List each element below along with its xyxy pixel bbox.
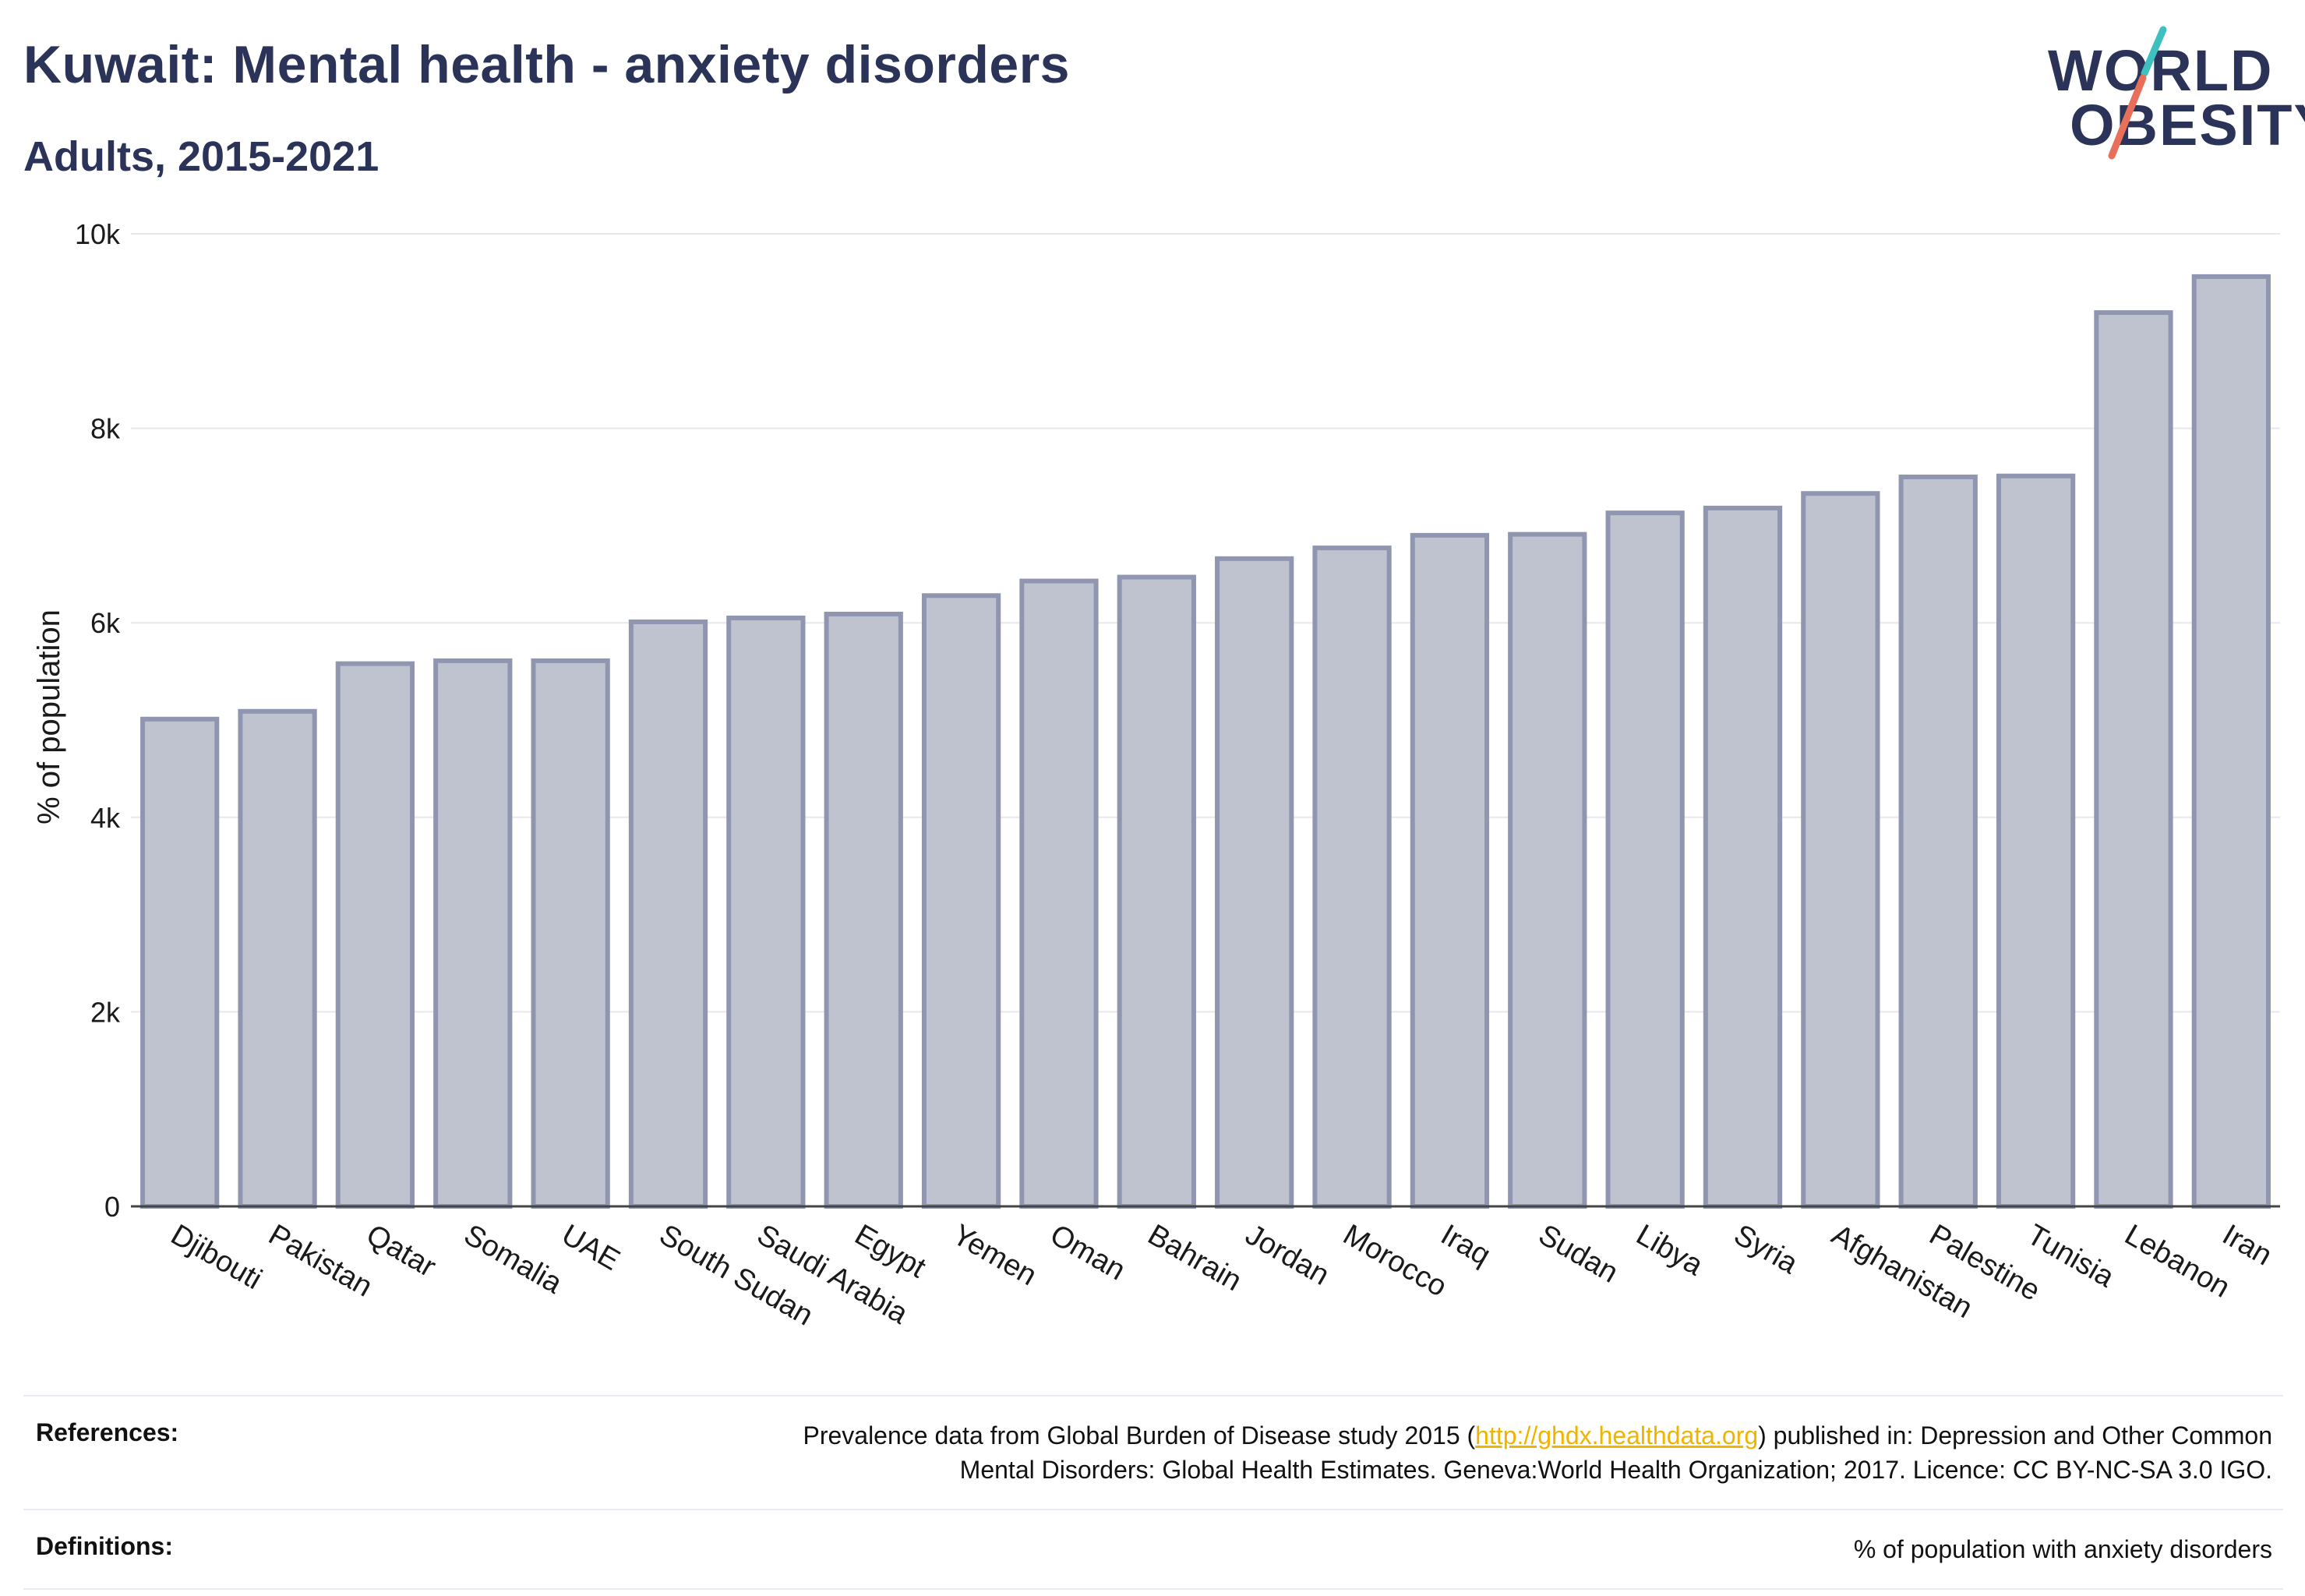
references-text-line2: Mental Disorders: Global Health Estimate… [959, 1456, 2272, 1484]
x-tick-label: Yemen [947, 1218, 1042, 1292]
bar-tunisia[interactable] [1996, 473, 2076, 1209]
references-text-start: Prevalence data from Global Burden of Di… [803, 1421, 1476, 1449]
bar-morocco[interactable] [1312, 546, 1392, 1209]
references-row: References: Prevalence data from Global … [23, 1396, 2283, 1509]
y-axis-label: % of population [32, 609, 66, 824]
bar-palestine[interactable] [1898, 475, 1978, 1209]
logo-slash-icon [2108, 26, 2167, 160]
y-tick-label: 4k [90, 802, 121, 834]
bar-djibouti[interactable] [140, 716, 220, 1209]
x-tick-label: Somalia [458, 1218, 568, 1300]
bar-somalia[interactable] [433, 658, 513, 1209]
definitions-row: Definitions: % of population with anxiet… [23, 1509, 2283, 1589]
x-tick-label: Sudan [1533, 1218, 1623, 1289]
bar-iran[interactable] [2191, 274, 2271, 1209]
references-label: References: [36, 1418, 179, 1446]
x-tick-label: Iran [2217, 1218, 2278, 1272]
definitions-label: Definitions: [36, 1532, 173, 1560]
bar-lebanon[interactable] [2094, 310, 2173, 1209]
x-tick-label: Morocco [1338, 1218, 1453, 1303]
logo-word-world: WORLD [2048, 38, 2274, 103]
x-tick-label: Libya [1631, 1218, 1709, 1282]
y-tick-label: 6k [90, 607, 121, 639]
x-tick-label: Lebanon [2119, 1218, 2235, 1304]
references-text-end: ) published in: Depression and Other Com… [1758, 1421, 2272, 1449]
y-tick-label: 8k [90, 413, 121, 445]
bar-saudi-arabia[interactable] [726, 615, 806, 1209]
references-text: Prevalence data from Global Burden of Di… [282, 1396, 2283, 1509]
footer-table: References: Prevalence data from Global … [23, 1395, 2283, 1590]
bar-jordan[interactable] [1215, 556, 1294, 1209]
x-tick-label: Bahrain [1142, 1218, 1247, 1298]
definitions-text: % of population with anxiety disorders [1853, 1535, 2272, 1563]
world-obesity-logo: WORLD OBESITY [2034, 23, 2305, 164]
bar-oman[interactable] [1019, 578, 1099, 1209]
bar-libya[interactable] [1605, 510, 1685, 1209]
bar-uae[interactable] [531, 658, 610, 1209]
bar-yemen[interactable] [921, 593, 1001, 1209]
x-tick-label: Pakistan [263, 1218, 378, 1303]
y-tick-label: 2k [90, 996, 121, 1028]
ghdx-link[interactable]: http://ghdx.healthdata.org [1475, 1421, 1759, 1449]
x-tick-label: UAE [556, 1218, 626, 1276]
bar-afghanistan[interactable] [1801, 491, 1880, 1209]
x-tick-label: Oman [1044, 1218, 1131, 1287]
logo-word-obesity: OBESITY [2070, 93, 2305, 157]
x-tick-label: Iraq [1435, 1218, 1496, 1272]
bar-sudan[interactable] [1508, 531, 1587, 1209]
x-tick-label: Jordan [1240, 1218, 1335, 1291]
bar-syria[interactable] [1703, 505, 1783, 1209]
x-tick-label: Syria [1728, 1218, 1804, 1280]
chart-subtitle: Adults, 2015-2021 [23, 133, 379, 180]
x-tick-label: Djibouti [165, 1218, 267, 1296]
y-tick-label: 0 [104, 1191, 120, 1223]
bar-iraq[interactable] [1410, 532, 1490, 1209]
bar-bahrain[interactable] [1117, 574, 1196, 1209]
bar-south-sudan[interactable] [628, 619, 708, 1209]
chart-title: Kuwait: Mental health - anxiety disorder… [23, 35, 1070, 94]
bars [140, 274, 2271, 1209]
bar-egypt[interactable] [824, 611, 903, 1209]
bar-pakistan[interactable] [238, 708, 317, 1209]
y-tick-label: 10k [75, 218, 121, 250]
bar-qatar[interactable] [335, 661, 415, 1209]
